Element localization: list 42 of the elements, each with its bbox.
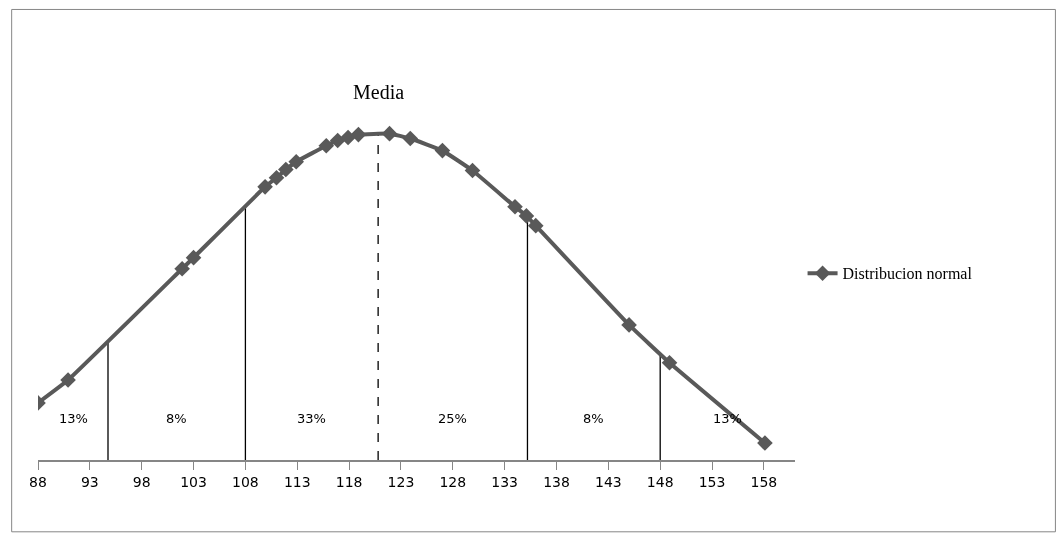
point — [757, 435, 773, 451]
x-tick-label: 148 — [646, 473, 674, 490]
x-tick-label: 143 — [594, 473, 622, 490]
x-tick-label: 108 — [232, 473, 259, 490]
point — [278, 161, 294, 178]
point — [661, 354, 678, 371]
point — [464, 162, 481, 179]
point — [621, 317, 637, 333]
x-tick-label: 118 — [335, 473, 363, 490]
point — [518, 208, 535, 224]
x-tick-label: 103 — [180, 473, 207, 490]
point — [318, 137, 335, 154]
x-tick-label: 93 — [80, 473, 99, 490]
x-tick-label: 128 — [439, 473, 467, 490]
x-tick-label: 123 — [387, 473, 415, 490]
point — [60, 372, 76, 388]
x-tick-label: 133 — [491, 473, 519, 490]
point — [402, 130, 419, 147]
point — [185, 249, 202, 266]
x-tick-label: 88 — [29, 473, 47, 490]
point — [381, 125, 398, 142]
legend-label: Distribucion normal — [842, 265, 973, 283]
annotation: 33% — [297, 411, 326, 426]
annotation: 8% — [166, 411, 187, 426]
point — [174, 260, 190, 277]
point — [288, 153, 305, 170]
annotation: 13% — [59, 411, 88, 426]
point — [507, 198, 523, 215]
x-tick-label: 113 — [283, 473, 311, 490]
x-tick-label: 138 — [543, 473, 570, 490]
point — [527, 217, 544, 234]
point — [350, 126, 367, 143]
point — [340, 129, 356, 146]
ref-line-label: Media — [353, 81, 405, 103]
annotation: 25% — [438, 411, 467, 426]
annotation: 8% — [583, 411, 604, 426]
point — [257, 179, 273, 195]
x-tick-label: 98 — [132, 473, 151, 490]
x-tick-label: 158 — [750, 473, 778, 490]
point — [268, 169, 285, 186]
point — [434, 142, 451, 159]
x-tick-label: 153 — [698, 473, 726, 490]
